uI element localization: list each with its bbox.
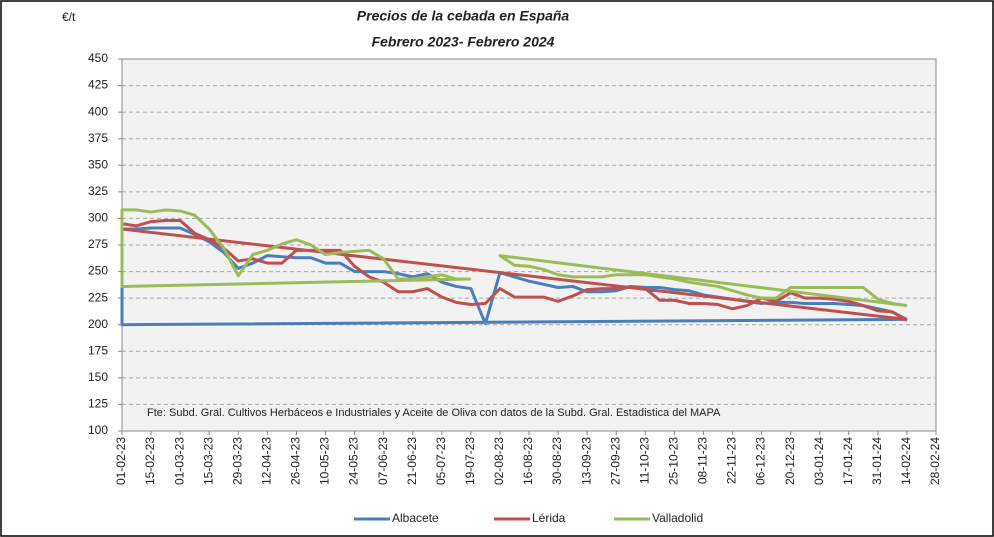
y-tick-label: 325: [88, 184, 108, 198]
x-tick-label: 05-07-23: [434, 437, 448, 485]
x-tick-label: 30-08-23: [550, 437, 564, 485]
y-tick-label: 200: [88, 317, 108, 331]
legend-label: Valladolid: [652, 511, 703, 525]
series-line: [120, 219, 908, 322]
y-tick-label: 425: [88, 78, 108, 92]
x-tick-label: 29-03-23: [230, 437, 244, 485]
x-tick-label: 14-02-24: [899, 437, 913, 485]
x-tick-label: 22-11-23: [725, 437, 739, 484]
chart-title: Precios de la cebada en España: [357, 8, 570, 24]
x-tick-label: 11-10-23: [637, 437, 651, 484]
x-tick-label: 26-04-23: [289, 437, 303, 485]
x-tick-label: 31-01-24: [870, 437, 884, 485]
y-tick-label: 400: [88, 104, 108, 118]
y-tick-label: 375: [88, 131, 108, 145]
x-tick-label: 27-09-23: [608, 437, 622, 485]
x-tick-label: 01-02-23: [114, 437, 128, 485]
source-note: Fte: Subd. Gral. Cultivos Herbáceos e In…: [147, 407, 721, 419]
x-tick-label: 10-05-23: [318, 437, 332, 485]
x-tick-label: 01-03-23: [172, 437, 186, 485]
x-tick-label: 16-08-23: [521, 437, 535, 485]
y-tick-label: 100: [88, 423, 108, 437]
series-line: [120, 208, 908, 308]
y-tick-label: 450: [88, 51, 108, 65]
x-tick-label: 03-01-24: [812, 437, 826, 485]
x-tick-label: 15-02-23: [143, 437, 157, 485]
x-tick-label: 28-02-24: [928, 437, 942, 485]
chart-subtitle: Febrero 2023- Febrero 2024: [372, 34, 555, 50]
x-tick-label: 24-05-23: [347, 437, 361, 485]
y-tick-label: 300: [88, 211, 108, 225]
x-tick-label: 20-12-23: [783, 437, 797, 485]
y-tick-label: 225: [88, 290, 108, 304]
y-axis-label: €/t: [62, 10, 76, 24]
x-tick-label: 12-04-23: [260, 437, 274, 485]
x-tick-label: 21-06-23: [405, 437, 419, 485]
x-tick-label: 07-06-23: [376, 437, 390, 485]
legend-label: Albacete: [392, 511, 439, 525]
y-tick-label: 250: [88, 264, 108, 278]
y-tick-label: 275: [88, 237, 108, 251]
x-tick-label: 15-03-23: [201, 437, 215, 485]
y-tick-label: 350: [88, 157, 108, 171]
x-tick-label: 25-10-23: [667, 437, 681, 485]
y-tick-label: 125: [88, 397, 108, 411]
x-tick-label: 02-08-23: [492, 437, 506, 485]
x-tick-label: 13-09-23: [579, 437, 593, 485]
x-tick-label: 06-12-23: [754, 437, 768, 485]
y-tick-label: 175: [88, 343, 108, 357]
legend-label: Lérida: [532, 511, 566, 525]
y-tick-label: 150: [88, 370, 108, 384]
x-tick-label: 17-01-24: [841, 437, 855, 485]
x-tick-label: 19-07-23: [463, 437, 477, 485]
x-tick-label: 08-11-23: [696, 437, 710, 484]
